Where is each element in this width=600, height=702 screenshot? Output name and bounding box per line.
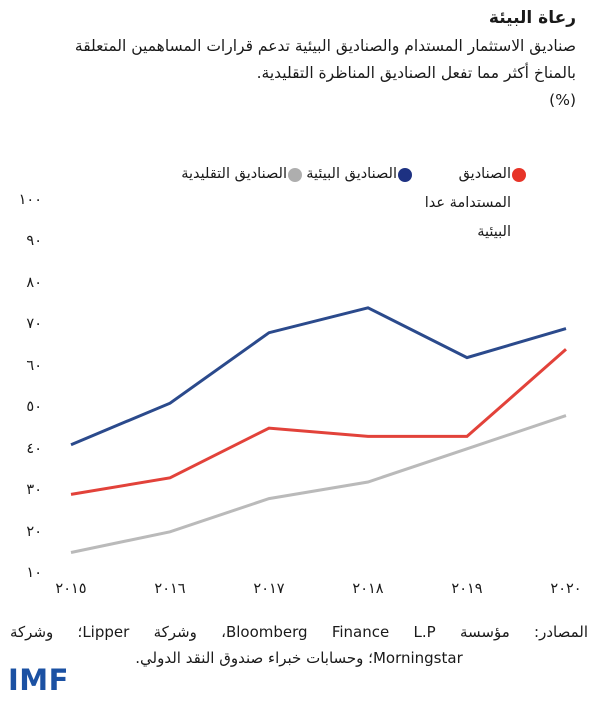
series-line-sustainable_ex_environmental (70, 348, 567, 496)
legend-label-sustainable-funds: الصناديق المستدامة عدا البيئية (424, 166, 511, 240)
y-axis-tick-label: ١٠٠ (18, 192, 42, 208)
x-axis-tick-label: ٢٠٢٠ (550, 581, 582, 597)
y-axis-tick-label: ٤٠ (26, 440, 42, 457)
x-axis-tick-label: ٢٠١٩ (451, 581, 483, 597)
y-axis-tick-label: ٥٠ (26, 399, 42, 416)
legend-label-environmental-funds: الصناديق البيئية (306, 166, 397, 182)
y-axis-tick-label: ٦٠ (26, 357, 42, 374)
chart-subtitle: صناديق الاستثمار المستدام والصناديق البي… (24, 33, 576, 114)
legend-label-traditional-funds: الصناديق التقليدية (181, 166, 287, 182)
y-axis-tick-label: ٨٠ (26, 274, 42, 291)
unit-label: (%) (549, 91, 576, 109)
legend-marker-gray-circle-icon (288, 168, 302, 182)
subtitle-line-1: صناديق الاستثمار المستدام والصناديق البي… (74, 37, 576, 55)
legend-marker-navy-circle-icon (398, 168, 412, 182)
series-line-traditional (70, 414, 567, 554)
source-note-line-1: المصادر: مؤسسة Bloomberg Finance L.P، وش… (10, 623, 588, 641)
series-line-environmental (70, 306, 567, 447)
chart-title: رعاة البيئة (488, 8, 576, 28)
imf-logo: IMF (8, 663, 69, 697)
y-axis-tick-label: ٧٠ (26, 316, 42, 333)
subtitle-line-2: بالمناخ أكثر مما تفعل الصناديق المناظرة … (256, 64, 576, 82)
legend-item-sustainable-funds: الصناديق المستدامة عدا البيئية (419, 160, 526, 247)
legend-item-traditional-funds: الصناديق التقليدية (181, 160, 302, 189)
y-axis-tick-label: ٩٠ (26, 233, 42, 250)
x-axis-tick-label: ٢٠١٦ (154, 581, 186, 597)
x-axis-tick-label: ٢٠١٧ (253, 581, 285, 597)
y-axis-tick-label: ١٠ (26, 565, 42, 582)
x-axis-tick-label: ٢٠١٨ (352, 581, 384, 597)
legend-item-environmental-funds: الصناديق البيئية (306, 160, 412, 189)
y-axis-tick-label: ٢٠ (26, 523, 42, 540)
x-axis-tick-label: ٢٠١٥ (55, 581, 87, 597)
source-note-line-2: Morningstar؛ وحسابات خبراء صندوق النقد ا… (135, 649, 463, 667)
legend-marker-red-circle-icon (512, 168, 526, 182)
y-axis-tick-label: ٣٠ (26, 482, 42, 499)
